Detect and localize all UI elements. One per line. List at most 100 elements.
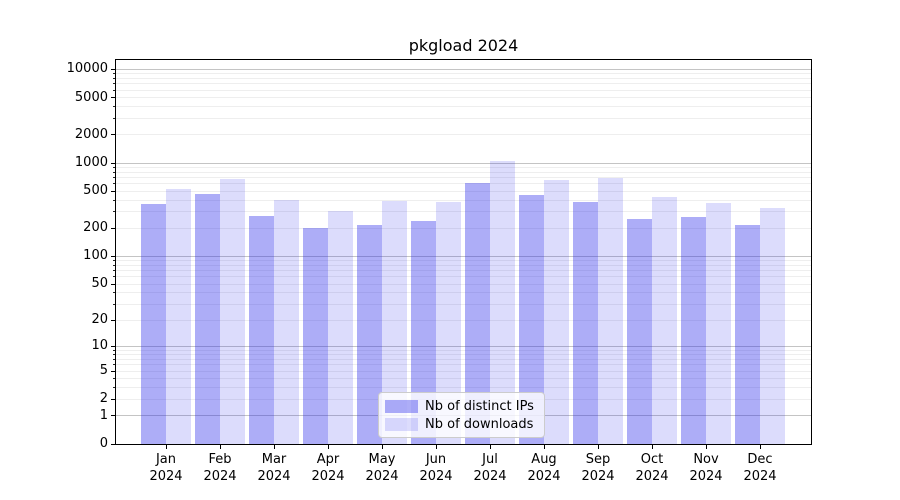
y-minor-tick-mark	[113, 177, 115, 178]
minor-gridline	[116, 349, 811, 351]
minor-gridline	[116, 370, 811, 372]
x-tick-label-sep: Sep 2024	[581, 452, 615, 484]
y-minor-tick-mark	[113, 398, 115, 400]
y-minor-tick-mark	[113, 292, 115, 294]
x-tick-mark	[652, 445, 653, 449]
legend-swatch-distinct-ips	[385, 399, 418, 413]
y-minor-tick-mark	[113, 183, 115, 185]
y-minor-tick-mark	[113, 211, 115, 213]
bar-downloads-jan	[166, 188, 191, 444]
minor-gridline	[116, 358, 811, 360]
y-tick-label: 100	[83, 248, 108, 264]
minor-gridline	[116, 364, 811, 366]
x-tick-mark	[436, 445, 437, 449]
x-tick-mark	[328, 445, 329, 449]
y-minor-tick-mark	[113, 378, 115, 380]
y-tick-label: 10	[91, 338, 108, 354]
x-tick-label-jun: Jun 2024	[419, 452, 453, 484]
y-minor-tick-mark	[113, 270, 115, 272]
x-tick-mark	[166, 445, 167, 449]
y-tick-label: 5000	[74, 89, 108, 105]
bar-downloads-dec	[760, 208, 785, 444]
minor-gridline	[116, 211, 811, 213]
x-tick-label-may: May 2024	[365, 452, 399, 484]
x-tick-label-mar: Mar 2024	[257, 452, 291, 484]
y-tick-label: 1	[99, 407, 108, 423]
y-tick-mark	[111, 68, 115, 70]
x-tick-label-nov: Nov 2024	[689, 452, 723, 484]
y-minor-tick-mark	[113, 199, 115, 201]
bar-distinct-ips-apr	[303, 228, 328, 444]
y-minor-tick-mark	[113, 190, 115, 192]
minor-gridline	[116, 77, 811, 79]
y-minor-tick-mark	[113, 117, 115, 119]
y-tick-label: 5	[99, 363, 108, 379]
bar-downloads-feb	[220, 178, 245, 444]
bar-downloads-apr	[328, 211, 353, 444]
x-tick-mark	[220, 445, 221, 449]
x-tick-mark	[706, 445, 707, 449]
minor-gridline	[116, 292, 811, 294]
y-minor-tick-mark	[113, 89, 115, 91]
y-minor-tick-mark	[113, 276, 115, 278]
y-tick-mark	[111, 255, 115, 257]
minor-gridline	[116, 106, 811, 108]
x-tick-mark	[598, 445, 599, 449]
y-tick-label: 1000	[74, 155, 108, 170]
y-minor-tick-mark	[113, 171, 115, 173]
y-minor-tick-mark	[113, 387, 115, 389]
x-tick-mark	[544, 445, 545, 449]
minor-gridline	[116, 303, 811, 305]
minor-gridline	[116, 264, 811, 266]
y-tick-mark	[111, 415, 115, 417]
y-minor-tick-mark	[113, 227, 115, 229]
y-minor-tick-mark	[113, 264, 115, 266]
major-gridline	[116, 162, 811, 164]
major-gridline	[116, 345, 811, 347]
legend-item-distinct-ips: Nb of distinct IPs	[385, 399, 538, 414]
x-tick-mark	[382, 445, 383, 449]
y-minor-tick-mark	[113, 354, 115, 356]
y-tick-label: 0	[99, 436, 108, 451]
y-minor-tick-mark	[113, 106, 115, 108]
minor-gridline	[116, 270, 811, 272]
chart-title: pkgload 2024	[408, 36, 519, 55]
bar-downloads-oct	[652, 196, 677, 444]
minor-gridline	[116, 134, 811, 136]
bar-distinct-ips-feb	[195, 193, 220, 444]
bar-distinct-ips-oct	[627, 219, 652, 444]
minor-gridline	[116, 319, 811, 321]
y-minor-tick-mark	[113, 73, 115, 75]
y-minor-tick-mark	[113, 303, 115, 305]
y-minor-tick-mark	[113, 77, 115, 79]
legend: Nb of distinct IPs Nb of downloads	[378, 392, 545, 438]
y-tick-label: 50	[91, 276, 108, 292]
plot-area	[115, 59, 812, 445]
minor-gridline	[116, 354, 811, 356]
x-tick-label-jan: Jan 2024	[149, 452, 183, 484]
y-tick-mark	[111, 345, 115, 347]
minor-gridline	[116, 83, 811, 85]
y-minor-tick-mark	[113, 134, 115, 136]
x-tick-mark	[490, 445, 491, 449]
minor-gridline	[116, 166, 811, 168]
y-tick-mark	[111, 162, 115, 164]
bar-downloads-sep	[598, 177, 623, 444]
minor-gridline	[116, 97, 811, 99]
minor-gridline	[116, 387, 811, 389]
major-gridline	[116, 255, 811, 257]
bar-distinct-ips-dec	[735, 225, 760, 444]
bar-distinct-ips-may	[357, 225, 382, 444]
legend-label-distinct-ips: Nb of distinct IPs	[425, 398, 534, 414]
minor-gridline	[116, 89, 811, 91]
x-tick-label-feb: Feb 2024	[203, 452, 237, 484]
minor-gridline	[116, 117, 811, 119]
y-minor-tick-mark	[113, 319, 115, 321]
y-tick-label: 500	[83, 183, 108, 199]
y-minor-tick-mark	[113, 349, 115, 351]
plot-inner	[116, 60, 811, 444]
minor-gridline	[116, 276, 811, 278]
y-tick-label: 2000	[74, 126, 108, 142]
y-minor-tick-mark	[113, 283, 115, 285]
